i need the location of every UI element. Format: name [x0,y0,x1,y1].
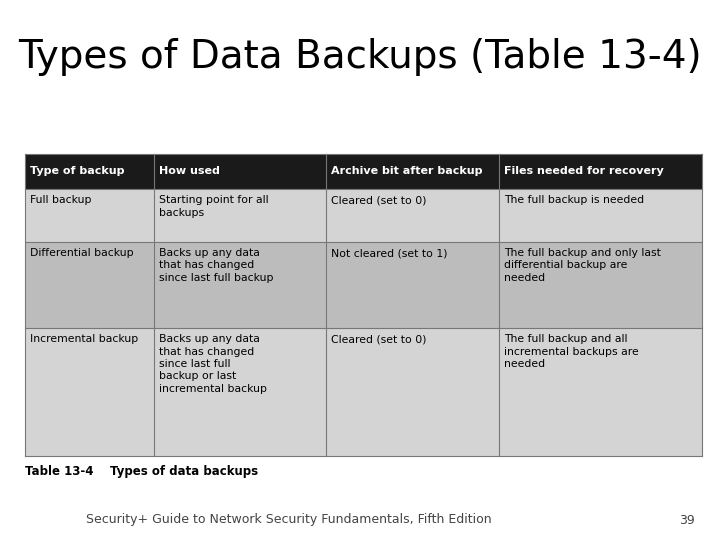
Text: Backs up any data
that has changed
since last full backup: Backs up any data that has changed since… [159,248,274,283]
Text: Differential backup: Differential backup [30,248,134,258]
Text: Starting point for all
backups: Starting point for all backups [159,195,269,218]
Text: Cleared (set to 0): Cleared (set to 0) [331,195,427,205]
Text: The full backup and only last
differential backup are
needed: The full backup and only last differenti… [504,248,661,283]
Text: Types of Data Backups (Table 13-4): Types of Data Backups (Table 13-4) [18,38,702,76]
Text: The full backup and all
incremental backups are
needed: The full backup and all incremental back… [504,334,639,369]
Text: How used: How used [159,166,220,176]
Text: Backs up any data
that has changed
since last full
backup or last
incremental ba: Backs up any data that has changed since… [159,334,267,394]
Text: Security+ Guide to Network Security Fundamentals, Fifth Edition: Security+ Guide to Network Security Fund… [86,514,492,526]
Text: Files needed for recovery: Files needed for recovery [504,166,664,176]
Text: Cleared (set to 0): Cleared (set to 0) [331,334,427,345]
Text: Archive bit after backup: Archive bit after backup [331,166,483,176]
Text: Type of backup: Type of backup [30,166,125,176]
Text: Incremental backup: Incremental backup [30,334,138,345]
Text: Table 13-4    Types of data backups: Table 13-4 Types of data backups [25,465,258,478]
Text: Full backup: Full backup [30,195,91,205]
Text: The full backup is needed: The full backup is needed [504,195,644,205]
Text: Not cleared (set to 1): Not cleared (set to 1) [331,248,448,258]
Text: 39: 39 [679,514,695,526]
